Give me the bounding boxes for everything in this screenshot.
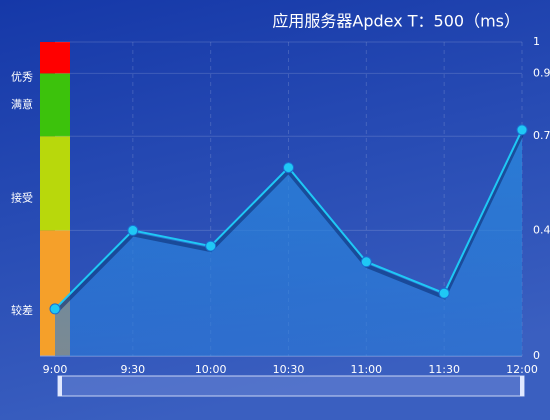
zoom-handle[interactable]: [58, 376, 62, 396]
band-label: 满意: [11, 97, 33, 111]
y-tick-label: 0.4: [533, 223, 550, 236]
point: [283, 162, 294, 174]
point: [360, 256, 372, 268]
zoom-slider[interactable]: [57, 375, 525, 397]
y-tick-label: 0.9: [533, 66, 550, 79]
y-tick-label: 1: [533, 35, 540, 48]
x-tick-label: 10:00: [195, 363, 227, 376]
band-label: 优秀: [11, 70, 33, 83]
x-tick-label: 10:30: [273, 363, 305, 376]
chart-title: 应用服务器Apdex T：500（ms）: [272, 12, 520, 31]
x-tick-label: 11:00: [350, 363, 382, 376]
x-tick-label: 11:30: [428, 363, 460, 376]
point: [205, 240, 217, 252]
apdex-band: [40, 42, 70, 74]
x-tick-label: 12:00: [506, 363, 538, 376]
zoom-handle[interactable]: [520, 376, 524, 396]
band-label: 接受: [11, 191, 33, 204]
point: [516, 124, 528, 136]
apdex-band: [40, 136, 70, 231]
y-tick-label: 0.7: [533, 129, 550, 142]
apdex-band: [40, 73, 70, 137]
x-tick-label: 9:00: [43, 363, 68, 376]
area: [55, 129, 522, 356]
point: [438, 287, 450, 299]
point: [127, 224, 139, 236]
point: [49, 303, 61, 315]
y-tick-label: 0: [533, 349, 540, 362]
band-label: 较差: [11, 303, 33, 317]
x-tick-label: 9:30: [120, 363, 145, 376]
